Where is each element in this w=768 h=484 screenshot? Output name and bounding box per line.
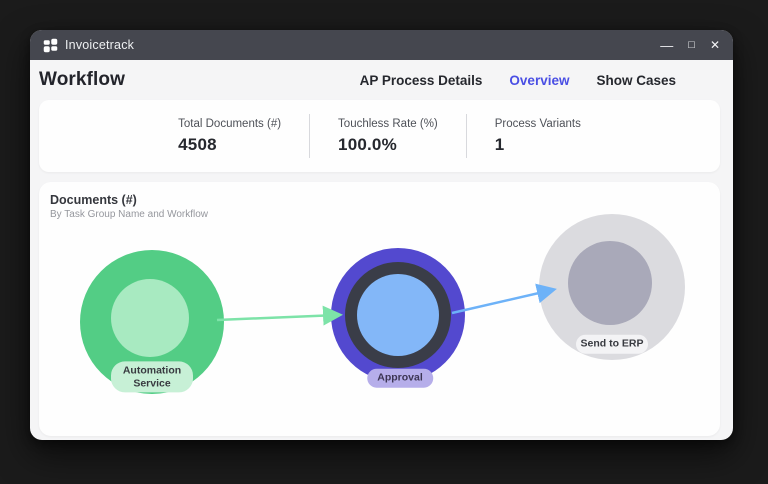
chart-header: Documents (#) By Task Group Name and Wor… <box>39 182 720 220</box>
stat-process-variants: Process Variants 1 <box>467 118 609 155</box>
stat-label: Process Variants <box>494 117 581 130</box>
top-nav: AP Process Details Overview Show Cases <box>360 73 720 88</box>
invoicetrack-logo-icon <box>43 38 58 52</box>
kpi-summary-card: Total Documents (#) 4508 Touchless Rate … <box>39 100 720 172</box>
stat-value: 1 <box>494 134 505 154</box>
tab-overview[interactable]: Overview <box>509 72 570 88</box>
edge-automation-to-approval <box>216 305 343 326</box>
titlebar: Invoicetrack — □ ✕ <box>30 30 733 60</box>
stat-label: Touchless Rate (%) <box>338 117 438 130</box>
app-window: Invoicetrack — □ ✕ Workflow AP Process D… <box>30 30 733 440</box>
tab-ap-process-details[interactable]: AP Process Details <box>359 72 483 88</box>
documents-flow-card: Documents (#) By Task Group Name and Wor… <box>39 182 720 436</box>
approval-inner-circle <box>357 274 439 356</box>
automation-service-inner-circle <box>111 279 189 357</box>
send-to-erp-label[interactable]: Send to ERP <box>576 334 648 354</box>
stat-value: 100.0% <box>338 134 397 154</box>
automation-service-label[interactable]: Automation Service <box>111 361 193 393</box>
stat-label: Total Documents (#) <box>178 117 282 130</box>
stat-total-documents: Total Documents (#) 4508 <box>150 118 309 155</box>
chart-title: Documents (#) <box>50 193 137 207</box>
tab-show-cases[interactable]: Show Cases <box>596 72 676 88</box>
send-to-erp-inner-circle <box>568 241 652 325</box>
approval-label[interactable]: Approval <box>367 368 433 388</box>
app-title: Invoicetrack <box>65 38 135 52</box>
window-controls: — □ ✕ <box>660 39 720 52</box>
stat-touchless-rate: Touchless Rate (%) 100.0% <box>310 118 466 155</box>
chart-subtitle: By Task Group Name and Workflow <box>50 209 209 220</box>
minimize-button-icon[interactable]: — <box>660 37 674 53</box>
close-button-icon[interactable]: ✕ <box>709 38 720 52</box>
stat-value: 4508 <box>178 134 217 154</box>
page-header: Workflow AP Process Details Overview Sho… <box>39 60 720 100</box>
edge-approval-to-erp <box>451 283 557 315</box>
stat-divider <box>465 114 467 158</box>
maximize-button-icon[interactable]: □ <box>688 38 695 51</box>
page-title: Workflow <box>39 69 125 90</box>
stat-divider <box>309 114 311 158</box>
